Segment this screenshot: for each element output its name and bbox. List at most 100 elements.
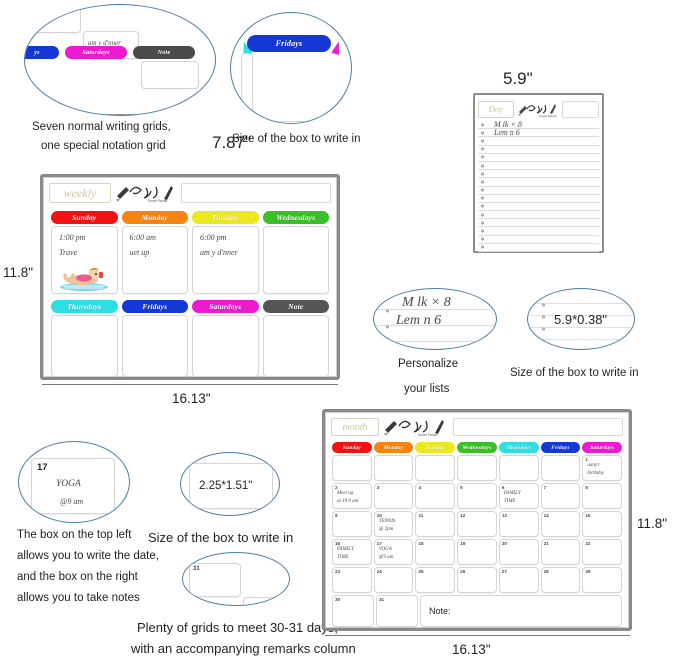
weekly-day-cell-note[interactable] <box>262 315 329 377</box>
weekly-day-cell-tuesday[interactable]: 6:00 pm am y d'nner <box>192 226 259 294</box>
notepad-line[interactable] <box>478 187 599 195</box>
monthly-day-cell[interactable]: 14 <box>540 511 581 537</box>
monthly-header-pill-thursdays[interactable]: Thursdays <box>498 442 539 453</box>
notepad-line[interactable] <box>478 203 599 212</box>
monthly-day-number: 9 <box>335 513 338 518</box>
punch-hole-icon <box>481 237 484 241</box>
notepad-line[interactable] <box>478 219 599 228</box>
monthly-day-cell[interactable]: 28 <box>540 567 581 593</box>
weekly-day-cell-monday[interactable]: 6:00 am uet up <box>121 226 188 294</box>
monthly-day-cell[interactable]: 25 <box>415 567 456 593</box>
weekly-row2-cells <box>51 315 329 377</box>
monthly-day-cell[interactable]: 3 <box>373 483 414 509</box>
monthly-day-cell[interactable]: 6 FAMILY TIME <box>498 483 539 509</box>
monthly-day-number: 15 <box>585 513 591 518</box>
callout-board-edge <box>55 114 165 115</box>
notepad-line[interactable] <box>478 146 599 154</box>
weekly-day-pill-monday[interactable]: Monday <box>121 211 188 224</box>
weekly-day-cell-thursdays[interactable] <box>51 315 118 377</box>
monthly-day-cell[interactable]: 26 <box>457 567 497 593</box>
callout-pill-fridays-label: Fridays <box>275 39 303 48</box>
monthly-cell-note: FAMILY <box>337 547 354 552</box>
monthly-day-cell[interactable]: 17 YOGA @9 am <box>373 539 414 565</box>
weekly-day-pill-saturdays[interactable]: Saturdays <box>192 300 259 313</box>
punch-hole-icon <box>481 213 484 217</box>
weekly-day-cell-wednesdays[interactable] <box>262 226 329 294</box>
monthly-day-cell[interactable]: 27 <box>498 567 539 593</box>
monthly-day-cell[interactable]: 8 <box>582 483 623 509</box>
date-note-caption-line3: and the box on the right <box>17 571 138 583</box>
monthly-day-cell[interactable]: 2 Meet ng at 10 0 am <box>332 483 372 509</box>
monthly-day-cell[interactable]: 29 <box>582 567 623 593</box>
monthly-note-box[interactable]: Note: <box>420 595 622 627</box>
list-box-size-text: 5.9*0.38" <box>554 312 608 327</box>
notepad-item: Lem n 6 <box>494 128 520 138</box>
monthly-header-pill-tuesday[interactable]: Tuesday <box>415 442 456 453</box>
punch-hole-icon <box>481 139 484 143</box>
notepad-line[interactable]: M lk × 8 <box>478 120 599 130</box>
monthly-day-cell[interactable]: 4 <box>415 483 456 509</box>
notepad-line[interactable] <box>478 244 599 252</box>
monthly-day-cell[interactable]: 24 <box>373 567 414 593</box>
notepad-line[interactable] <box>478 195 599 203</box>
monthly-day-cell[interactable]: 7 <box>540 483 581 509</box>
notepad-line[interactable] <box>478 162 599 171</box>
monthly-day-cell[interactable]: 13 <box>498 511 539 537</box>
monthly-day-cell[interactable]: 1 aany't birthday <box>582 455 623 481</box>
punch-hole-icon <box>481 123 484 127</box>
notepad-line[interactable] <box>478 154 599 162</box>
weekly-day-pill-fridays[interactable]: Fridays <box>121 300 188 313</box>
monthly-day-cell[interactable]: 22 <box>582 539 623 565</box>
monthly-day-cell[interactable]: 9 <box>332 511 372 537</box>
weekly-day-cell-saturdays[interactable] <box>192 315 259 377</box>
monthly-day-cell[interactable]: 10 TENNIS @ 2pm <box>373 511 414 537</box>
monthly-day-cell[interactable] <box>332 455 372 481</box>
monthly-day-cell[interactable]: 20 <box>498 539 539 565</box>
monthly-day-number: 24 <box>376 569 382 574</box>
weekly-day-pill-note[interactable]: Note <box>262 300 329 313</box>
weekly-day-pill-wednesdays[interactable]: Wednesdays <box>262 211 329 224</box>
weekly-day-pill-tuesday[interactable]: Tuesday <box>192 211 259 224</box>
monthly-cell-note: TIME <box>503 499 516 504</box>
monthly-day-cell[interactable]: 5 <box>457 483 497 509</box>
monthly-day-number: 3 <box>376 485 380 490</box>
notepad-line[interactable]: Lem n 6 <box>478 128 599 138</box>
weekly-day-pill-thursdays[interactable]: Thursdays <box>51 300 118 313</box>
weekly-day-pill-label: Saturdays <box>209 302 242 311</box>
monthly-header-pill-saturdays[interactable]: Saturdays <box>582 442 623 453</box>
punch-hole-icon <box>386 325 389 329</box>
monthly-day-cell[interactable] <box>373 455 414 481</box>
monthly-day-cell[interactable]: 11 <box>415 511 456 537</box>
monthly-day-cell[interactable] <box>415 455 456 481</box>
notepad-line[interactable] <box>478 137 599 146</box>
weekly-row1-pills: Sunday Monday Tuesday Wednesdays <box>51 211 329 224</box>
notepad-line[interactable] <box>478 178 599 187</box>
weekly-day-cell-sunday[interactable]: 1:00 pm Trave <box>51 226 118 294</box>
monthly-day-cell[interactable] <box>457 455 497 481</box>
personalize-caption-line1: Personalize <box>398 358 459 370</box>
monthly-day-cell[interactable]: 21 <box>540 539 581 565</box>
notepad-line[interactable] <box>478 211 599 220</box>
punch-hole-icon <box>481 204 484 208</box>
weekly-day-pill-sunday[interactable]: Sunday <box>51 211 118 224</box>
monthly-day-cell[interactable] <box>498 455 539 481</box>
monthly-header-pill-monday[interactable]: Monday <box>373 442 414 453</box>
monthly-header-pill-sunday[interactable]: Sunday <box>332 442 372 453</box>
notepad-line[interactable] <box>478 170 599 179</box>
monthly-day-cell[interactable]: 18 <box>415 539 456 565</box>
monthly-day-cell[interactable] <box>540 455 581 481</box>
monthly-day-cell[interactable]: 31 <box>376 595 418 627</box>
monthly-header-pill-fridays[interactable]: Fridays <box>540 442 581 453</box>
monthly-day-cell[interactable]: 15 <box>582 511 623 537</box>
weekly-day-cell-fridays[interactable] <box>121 315 188 377</box>
monthly-day-cell[interactable]: 19 <box>457 539 497 565</box>
monthly-note-label: Note: <box>429 606 451 616</box>
notepad-line[interactable] <box>478 227 599 236</box>
notepad-line[interactable] <box>478 236 599 244</box>
monthly-day-cell[interactable]: 16 FAMILY TIME <box>332 539 372 565</box>
monthly-day-cell[interactable]: 12 <box>457 511 497 537</box>
monthly-day-cell[interactable]: 30 <box>332 595 374 627</box>
monthly-header-pill-wednesdays[interactable]: Wednesdays <box>457 442 497 453</box>
callout-date-hand-1: YOGA <box>56 479 81 489</box>
monthly-day-cell[interactable]: 23 <box>332 567 372 593</box>
